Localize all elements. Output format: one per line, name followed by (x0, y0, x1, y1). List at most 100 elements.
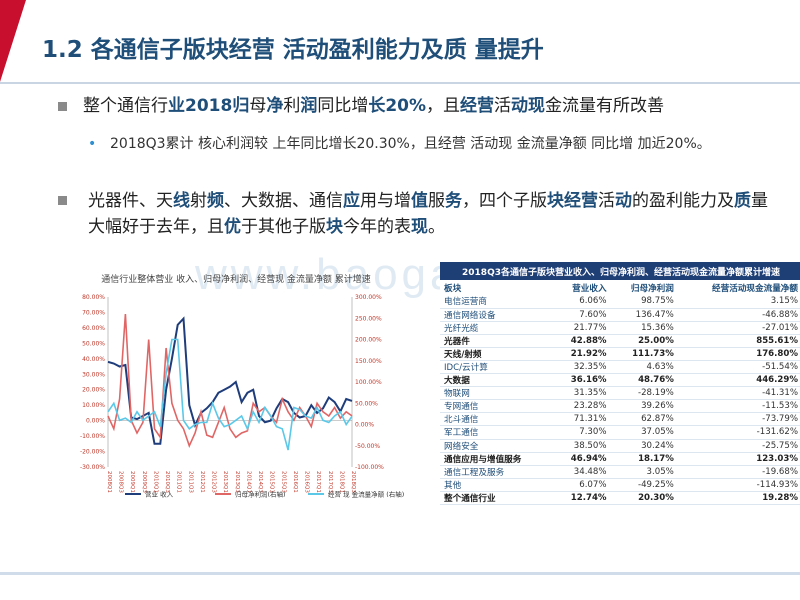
highlight: 动现 (511, 96, 546, 116)
text-part: 的盈利能力及 (632, 191, 734, 211)
cashflow-cell: -114.93% (677, 478, 800, 492)
revenue-cell: 21.77% (552, 321, 611, 335)
text-part: 量大幅好于去年，且 (88, 191, 768, 237)
dot-bullet-icon: • (88, 136, 97, 152)
x-tick-label: 2009Q3 (141, 471, 147, 493)
highlight: 块 (326, 217, 343, 237)
segment-cell: 整个通信行业 (440, 491, 553, 506)
revenue-cell: 6.06% (552, 295, 611, 309)
growth-line-chart: 通信行业整体营业 收入、归母净利润、经营现 金流量净额 累计增速 80.00% 7… (60, 262, 412, 508)
text-part: 于其他子版 (241, 217, 326, 237)
cashflow-cell: -25.75% (677, 439, 800, 453)
cashflow-cell: 3.15% (677, 295, 800, 309)
right-tick-label: 100.00% (355, 379, 382, 386)
right-tick-label: 0.00% (355, 422, 374, 429)
right-tick-label: 300.00% (355, 294, 382, 301)
text-part: 同比增 (317, 96, 369, 116)
text-part: 母 (249, 96, 267, 116)
net-profit-cell: 15.36% (610, 321, 678, 335)
x-tick-label: 2016Q3 (304, 471, 310, 493)
cashflow-cell: 19.28% (677, 491, 800, 506)
square-bullet-icon (58, 196, 67, 205)
text-part: 利 (283, 96, 301, 116)
cashflow-cell: -41.31% (677, 386, 800, 401)
revenue-cell: 36.16% (552, 373, 611, 388)
text-part: 、大数据、通信 (224, 191, 343, 211)
x-tick-label: 2016Q1 (292, 471, 298, 493)
sub-bullet-text: 2018Q3累计 核心利润较 上年同比增长20.30%，且经营 活动现 金流量净… (110, 136, 711, 152)
title-divider (0, 82, 800, 84)
table-row: 光纤光缆 21.77% 15.36% -27.01% (440, 321, 800, 335)
x-tick-label: 2010Q3 (164, 471, 170, 493)
highlight: 线 (173, 191, 190, 211)
table-row: 电信运营商 6.06% 98.75% 3.15% (440, 295, 800, 309)
x-tick-label: 2014Q1 (245, 471, 251, 493)
cashflow-cell: -73.79% (677, 412, 800, 427)
revenue-cell: 21.92% (552, 347, 611, 361)
net-profit-cell: 48.76% (610, 373, 678, 388)
segment-cell: 通信应用与增值服务 (440, 452, 553, 466)
left-tick-label: 30.00% (82, 371, 105, 378)
text-part: 活 (494, 96, 512, 116)
cashflow-cell: 855.61% (677, 334, 800, 348)
text-part: 今年的表 (343, 217, 411, 237)
net-profit-cell: 20.30% (610, 491, 678, 506)
x-tick-label: 2014Q3 (257, 471, 263, 493)
cashflow-cell: 446.29% (677, 373, 800, 388)
text-part: 活 (598, 191, 615, 211)
x-tick-label: 2017Q3 (327, 471, 333, 493)
header-segment: 板块 (440, 280, 553, 295)
net-profit-cell: 98.75% (610, 295, 678, 309)
header-cashflow: 经营活动现金流量净额 (677, 280, 800, 295)
segment-cell: 电信运营商 (440, 295, 553, 309)
revenue-cell: 42.88% (552, 334, 611, 348)
x-tick-label: 2008Q3 (118, 471, 124, 493)
text-part: 用与增 (360, 191, 411, 211)
left-tick-label: 80.00% (82, 294, 105, 301)
cashflow-cell: -27.01% (677, 321, 800, 335)
cashflow-cell: -46.88% (677, 308, 800, 322)
left-tick-label: 0.00% (86, 418, 105, 425)
table-caption: 2018Q3各通信子版块营业收入、归母净利润、经营活动现金流量净额累计增速 (440, 262, 800, 280)
bullet-2-text: 光器件、天线射频、大数据、通信应用与增值服务，四个子版块经营活动的盈利能力及质量… (88, 188, 778, 240)
highlight: 值 (411, 191, 428, 211)
right-tick-label: -50.00% (355, 443, 380, 450)
left-tick-label: -30.00% (80, 464, 105, 471)
table-row: IDC/云计算 32.35% 4.63% -51.54% (440, 360, 800, 375)
legend-label: 经营 现 金流量净额 (右轴) (328, 490, 404, 499)
table-row: 专网通信 23.28% 39.26% -11.53% (440, 399, 800, 414)
header-net-profit: 归母净利润 (610, 280, 678, 295)
segment-cell: 物联网 (440, 386, 553, 401)
highlight: 务 (445, 191, 462, 211)
left-tick-label: 70.00% (82, 309, 105, 316)
right-tick-label: 150.00% (355, 358, 382, 365)
revenue-cell: 32.35% (552, 360, 611, 375)
table-row: 其他 6.07% -49.25% -114.93% (440, 478, 800, 492)
segment-cell: 通信网络设备 (440, 308, 553, 322)
x-tick-label: 2015Q1 (269, 471, 275, 493)
left-tick-label: 40.00% (82, 356, 105, 363)
table-row: 大数据 36.16% 48.76% 446.29% (440, 373, 800, 388)
net-profit-cell: 30.24% (610, 439, 678, 453)
highlight: 净 (266, 96, 284, 116)
left-tick-label: 20.00% (82, 387, 105, 394)
slide-title: 1.2 各通信子版块经营 活动盈利能力及质 量提升 (42, 37, 544, 63)
segment-growth-table: 2018Q3各通信子版块营业收入、归母净利润、经营活动现金流量净额累计增速 板块… (440, 262, 800, 506)
revenue-cell: 31.35% (552, 386, 611, 401)
x-tick-label: 2013Q1 (222, 471, 228, 493)
segment-cell: 其他 (440, 478, 553, 492)
segment-cell: 天线/射频 (440, 347, 553, 361)
legend-label: 营业 收入 (145, 490, 174, 499)
series-line-1 (107, 313, 353, 448)
x-tick-label: 2012Q1 (199, 471, 205, 493)
text-part: 射 (190, 191, 207, 211)
net-profit-cell: 4.63% (610, 360, 678, 375)
text-part: 整个通信行 (83, 96, 168, 116)
text-part: ，且 (426, 96, 461, 116)
table-row: 光器件 42.88% 25.00% 855.61% (440, 334, 800, 348)
net-profit-cell: -28.19% (610, 386, 678, 401)
segment-cell: 通信工程及服务 (440, 465, 553, 479)
revenue-cell: 46.94% (552, 452, 611, 466)
x-tick-label: 2017Q1 (315, 471, 321, 493)
right-tick-label: -100.00% (355, 464, 384, 471)
